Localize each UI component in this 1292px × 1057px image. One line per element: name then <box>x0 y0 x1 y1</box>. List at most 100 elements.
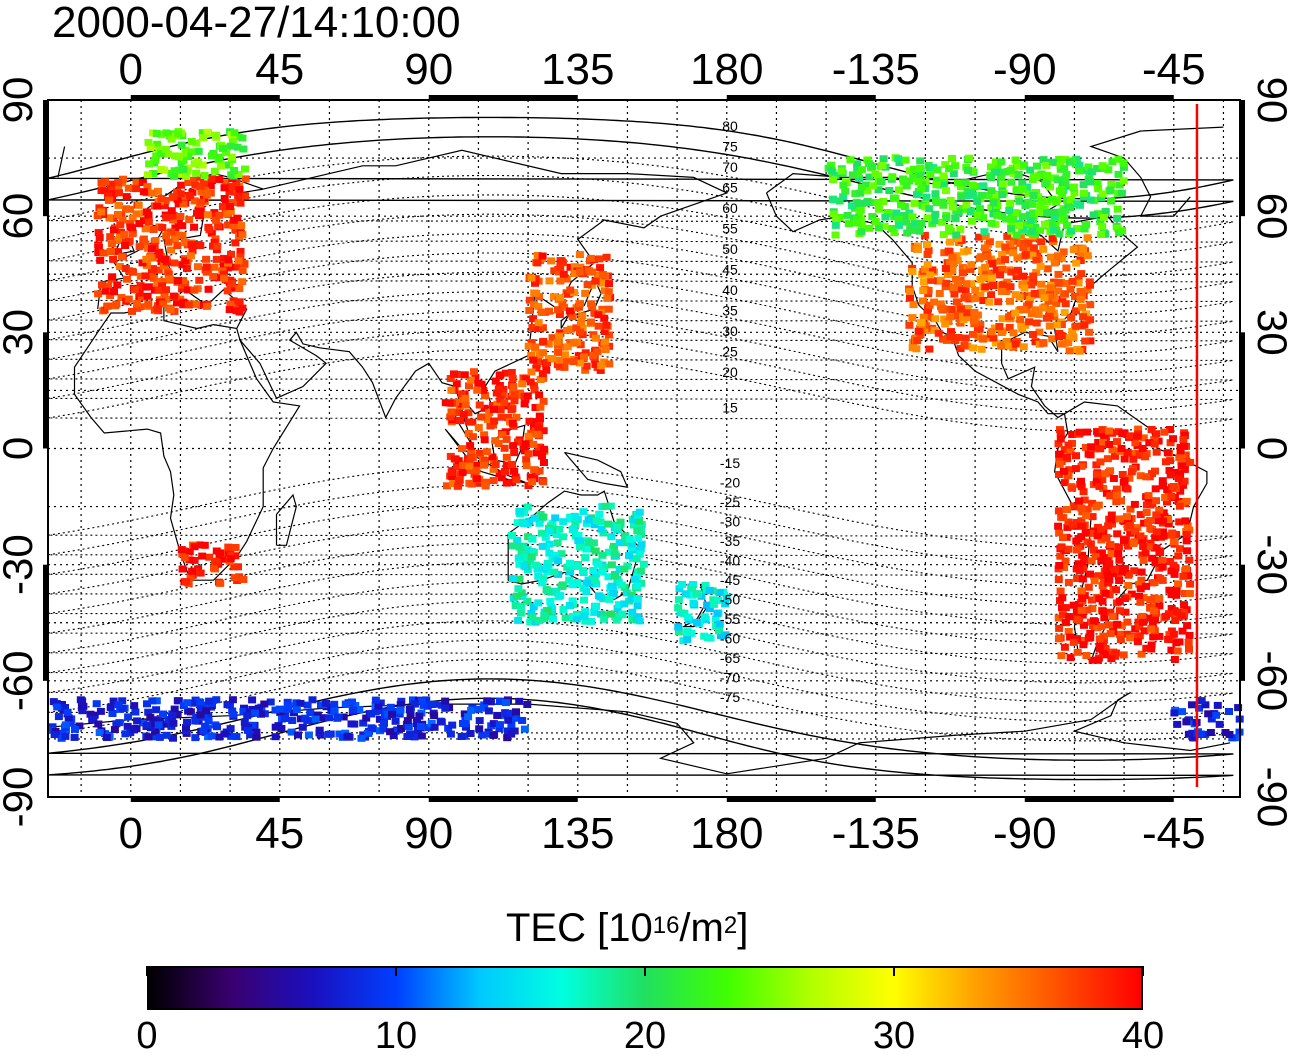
tec-cell <box>515 543 524 551</box>
tec-cell <box>1000 168 1009 176</box>
tec-cell <box>157 150 166 158</box>
tec-cell <box>512 476 521 484</box>
tec-cell <box>949 260 958 268</box>
tec-cell <box>1101 207 1110 215</box>
tec-cell <box>311 715 320 723</box>
tec-cell <box>212 558 221 566</box>
tec-cell <box>518 717 527 724</box>
tec-cell <box>222 161 231 169</box>
tec-cell <box>459 461 467 469</box>
tec-cell <box>1013 254 1022 262</box>
tec-cell <box>940 249 949 257</box>
tec-cell <box>415 712 424 720</box>
tec-cell <box>241 165 249 173</box>
tec-cell <box>1079 313 1088 321</box>
tec-cell <box>1197 697 1206 705</box>
tec-cell <box>482 448 491 456</box>
tec-cell <box>536 403 545 411</box>
tec-cell <box>589 351 598 359</box>
tec-cell <box>531 343 540 351</box>
tec-cell <box>936 300 945 308</box>
tec-cell <box>504 414 512 421</box>
tec-cell <box>1176 487 1185 495</box>
tec-cell <box>514 438 522 446</box>
tec-cell <box>54 713 63 721</box>
tec-cell <box>1166 558 1175 565</box>
tec-cell <box>502 479 511 487</box>
tec-cell <box>543 607 552 615</box>
tec-cell <box>95 234 104 241</box>
tec-cell <box>128 230 137 238</box>
tec-cell <box>1108 446 1117 454</box>
tec-cell <box>997 342 1006 350</box>
tec-cell <box>114 701 123 709</box>
tec-cell <box>1162 612 1170 620</box>
tec-cell <box>154 286 163 294</box>
tec-cell <box>391 717 400 725</box>
tec-cell <box>1059 534 1067 541</box>
tec-cell <box>528 535 537 543</box>
tec-cell <box>952 298 961 306</box>
tec-cell <box>184 179 193 186</box>
tec-cell <box>1055 156 1064 163</box>
tec-cell <box>1124 581 1133 589</box>
bottom-band <box>726 797 876 802</box>
tec-cell <box>1107 181 1116 188</box>
tec-cell <box>187 138 196 145</box>
tec-cell <box>131 708 140 716</box>
tec-cell <box>501 710 510 718</box>
maglat-label: -60 <box>720 631 740 647</box>
tec-cell <box>1057 543 1066 551</box>
tec-cell <box>443 482 451 490</box>
tec-cell <box>951 214 960 222</box>
tec-cell <box>374 702 383 710</box>
tec-cell <box>213 723 221 731</box>
tec-cell <box>1073 648 1082 656</box>
tec-cell <box>529 440 538 448</box>
tec-cell <box>984 334 992 342</box>
tec-cell <box>533 259 542 267</box>
tec-cell <box>1003 247 1012 255</box>
tec-cell <box>1093 624 1102 632</box>
tec-cell <box>1084 163 1093 171</box>
tec-cell <box>144 708 153 716</box>
tec-cell <box>998 315 1007 323</box>
tec-cell <box>522 462 531 470</box>
tec-cell <box>1088 168 1097 176</box>
tec-cell <box>1048 219 1056 227</box>
tec-cell <box>1146 501 1155 509</box>
tec-cell <box>891 195 900 203</box>
tec-cell <box>1195 704 1204 712</box>
tec-cell <box>191 300 200 308</box>
tec-cell <box>1016 315 1025 323</box>
tec-cell <box>1062 170 1071 178</box>
tec-cell <box>596 264 605 272</box>
tec-cell <box>465 418 474 426</box>
tec-cell <box>160 291 169 299</box>
tec-cell <box>206 182 215 190</box>
tec-cell <box>594 271 602 279</box>
tec-cell <box>1117 445 1126 452</box>
tec-cell <box>154 266 163 274</box>
tec-cell <box>181 146 190 154</box>
tec-cell <box>115 263 124 270</box>
tec-cell <box>565 307 574 315</box>
tec-cell <box>1078 303 1086 311</box>
tec-cell <box>1115 577 1124 584</box>
tec-cell <box>180 299 189 307</box>
tec-cell <box>240 260 249 268</box>
tec-cell <box>1031 306 1040 314</box>
tec-cell <box>963 247 972 255</box>
tec-cell <box>1020 161 1029 169</box>
tec-cell <box>1086 178 1094 186</box>
tec-cell <box>1027 281 1036 289</box>
tec-cell <box>1028 252 1037 260</box>
tec-cell <box>534 302 543 310</box>
tec-cell <box>1037 288 1046 296</box>
tec-cell <box>1015 293 1024 301</box>
tec-cell <box>1107 655 1116 663</box>
tec-cell <box>554 306 562 314</box>
tec-cell <box>1003 232 1012 240</box>
tec-cell <box>162 232 171 240</box>
tec-cell <box>1086 629 1095 637</box>
